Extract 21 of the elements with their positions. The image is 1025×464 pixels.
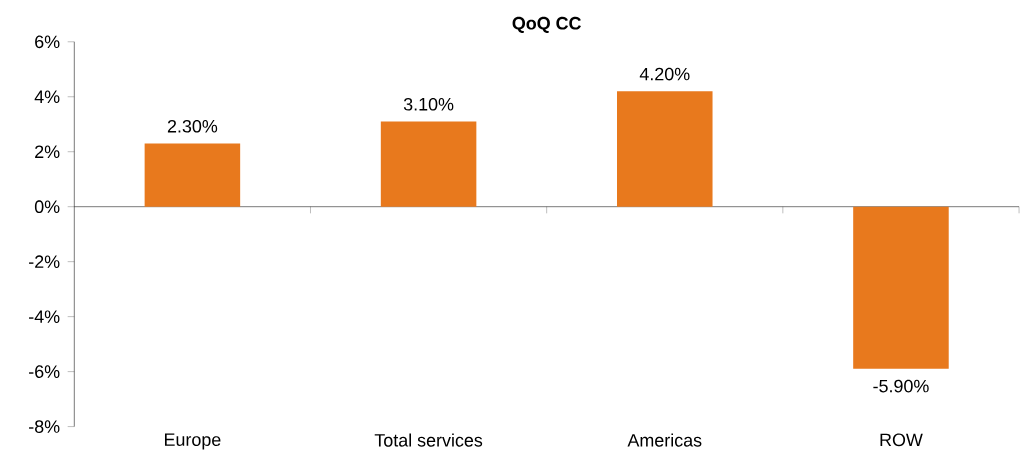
y-tick-label: 0% [34, 200, 60, 214]
y-tick-label: -4% [29, 310, 60, 324]
data-label: -5.90% [873, 379, 929, 393]
data-label: 3.10% [403, 98, 454, 111]
x-tick-label: ROW [880, 433, 923, 447]
bar [380, 121, 477, 207]
data-label: 2.30% [167, 120, 218, 133]
y-tick-label: 2% [35, 145, 60, 159]
y-tick-label: 6% [35, 35, 60, 49]
bar [617, 91, 713, 207]
x-tick-label: Total services [374, 433, 483, 447]
y-tick-label: -6% [29, 365, 60, 379]
y-tick-label: -8% [29, 420, 60, 434]
bar [853, 206, 949, 369]
x-tick-label: Europe [164, 433, 221, 450]
chart-title: QoQ CC [512, 17, 581, 34]
x-tick-label: Americas [627, 433, 702, 447]
bar [144, 143, 241, 207]
y-tick-label: 4% [34, 90, 60, 104]
data-label: 4.20% [639, 67, 690, 81]
y-tick-label: -2% [29, 255, 60, 269]
